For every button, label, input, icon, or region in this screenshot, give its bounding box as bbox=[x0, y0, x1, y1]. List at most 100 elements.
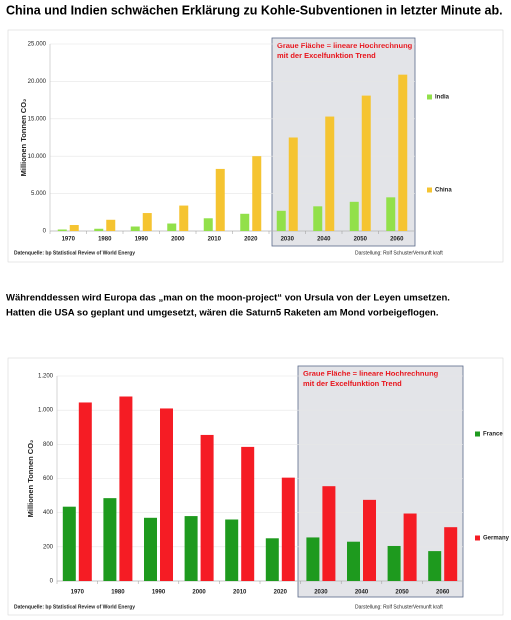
credit-note: Darstellung: Rolf Schuster bbox=[355, 250, 413, 256]
annotation: mit der Excelfunktion Trend bbox=[277, 51, 376, 60]
y-tick-label: 0 bbox=[50, 579, 54, 585]
page-title: China und Indien schwächen Erklärung zu … bbox=[6, 3, 503, 17]
annotation: Graue Fläche = lineare Hochrechnung bbox=[303, 369, 439, 378]
bar bbox=[179, 205, 189, 231]
bar bbox=[200, 434, 214, 581]
bar bbox=[252, 156, 262, 231]
y-tick-label: 10.000 bbox=[28, 154, 47, 160]
x-tick-label: 1970 bbox=[71, 590, 85, 596]
bar bbox=[62, 506, 76, 581]
y-tick-label: 600 bbox=[43, 476, 54, 482]
paragraph-line: Hatten die USA so geplant und umgesetzt,… bbox=[6, 308, 439, 319]
bar bbox=[288, 137, 298, 231]
x-tick-label: 2060 bbox=[436, 590, 450, 596]
x-tick-label: 1980 bbox=[111, 590, 125, 596]
x-tick-label: 2000 bbox=[171, 237, 185, 243]
brand-part: kraft bbox=[433, 250, 443, 256]
bar bbox=[240, 213, 250, 231]
x-tick-label: 2030 bbox=[314, 590, 328, 596]
bar bbox=[160, 408, 173, 581]
x-tick-label: 2000 bbox=[192, 590, 206, 596]
bar bbox=[347, 541, 360, 581]
bar bbox=[119, 396, 133, 581]
bar bbox=[130, 226, 140, 231]
y-axis-label: Millionen Tonnen CO₂ bbox=[26, 440, 35, 518]
source-note: Datenquelle: bp Statistical Review of Wo… bbox=[14, 604, 135, 610]
x-tick-label: 2030 bbox=[281, 237, 295, 243]
chart-frame bbox=[7, 357, 504, 616]
bar bbox=[361, 95, 371, 231]
bar bbox=[313, 206, 323, 231]
bar bbox=[363, 499, 376, 581]
y-tick-label: 800 bbox=[43, 442, 54, 448]
x-tick-label: 2020 bbox=[274, 590, 288, 596]
bar bbox=[306, 537, 320, 581]
x-tick-label: 2010 bbox=[233, 590, 247, 596]
legend-swatch bbox=[427, 187, 432, 193]
bar bbox=[103, 498, 117, 581]
source-note: Datenquelle: bp Statistical Review of Wo… bbox=[14, 250, 135, 256]
y-tick-label: 5.000 bbox=[31, 191, 47, 197]
y-tick-label: 1.200 bbox=[38, 374, 54, 380]
x-tick-label: 2010 bbox=[208, 237, 222, 243]
brand-part: Vernunft bbox=[413, 250, 432, 256]
bar bbox=[325, 116, 335, 231]
chart-frame bbox=[7, 29, 504, 263]
bar bbox=[184, 516, 198, 581]
legend-label: Germany bbox=[483, 536, 510, 542]
bar bbox=[78, 402, 92, 581]
bar bbox=[403, 513, 417, 581]
y-axis-label: Millionen Tonnen CO₂ bbox=[19, 99, 28, 177]
credit-note: Darstellung: Rolf Schuster bbox=[355, 604, 413, 610]
legend-label: India bbox=[435, 95, 450, 101]
bar bbox=[349, 201, 359, 231]
brand-part: Vernunft bbox=[413, 604, 432, 610]
y-tick-label: 1.000 bbox=[38, 408, 54, 414]
bar bbox=[57, 229, 67, 231]
x-tick-label: 2050 bbox=[395, 590, 409, 596]
x-tick-label: 2040 bbox=[355, 590, 369, 596]
x-tick-label: 2050 bbox=[354, 237, 368, 243]
x-tick-label: 2060 bbox=[390, 237, 404, 243]
y-tick-label: 400 bbox=[43, 510, 54, 516]
paragraph-line: Währenddessen wird Europa das „man on th… bbox=[6, 293, 450, 304]
bar bbox=[265, 538, 279, 581]
legend-swatch bbox=[427, 94, 432, 100]
bar bbox=[225, 519, 239, 581]
x-tick-label: 2020 bbox=[244, 237, 258, 243]
y-tick-label: 15.000 bbox=[28, 116, 47, 122]
bar bbox=[203, 218, 213, 231]
x-tick-label: 2040 bbox=[317, 237, 331, 243]
y-tick-label: 0 bbox=[43, 229, 47, 235]
annotation: mit der Excelfunktion Trend bbox=[303, 379, 402, 388]
bar bbox=[241, 446, 255, 581]
y-tick-label: 20.000 bbox=[28, 79, 47, 85]
legend-swatch bbox=[475, 431, 480, 437]
x-tick-label: 1980 bbox=[98, 237, 112, 243]
bar bbox=[69, 225, 79, 231]
legend-swatch bbox=[475, 535, 480, 541]
bar bbox=[398, 74, 408, 231]
x-tick-label: 1970 bbox=[62, 237, 76, 243]
y-tick-label: 25.000 bbox=[28, 42, 47, 48]
bar bbox=[387, 545, 401, 581]
legend-label: China bbox=[435, 188, 452, 194]
bar bbox=[144, 517, 157, 581]
bar bbox=[386, 197, 396, 231]
bar bbox=[444, 527, 458, 581]
bar bbox=[276, 210, 286, 231]
bar bbox=[215, 168, 225, 231]
bar bbox=[281, 477, 295, 581]
legend-label: France bbox=[483, 432, 503, 438]
bar bbox=[428, 551, 442, 581]
bar bbox=[322, 486, 336, 581]
bar bbox=[106, 219, 116, 231]
brand-part: kraft bbox=[433, 604, 443, 610]
annotation: Graue Fläche = lineare Hochrechnung bbox=[277, 41, 413, 50]
x-tick-label: 1990 bbox=[135, 237, 149, 243]
bar bbox=[94, 228, 104, 231]
y-tick-label: 200 bbox=[43, 544, 54, 550]
bar bbox=[142, 213, 152, 231]
bar bbox=[167, 223, 177, 231]
